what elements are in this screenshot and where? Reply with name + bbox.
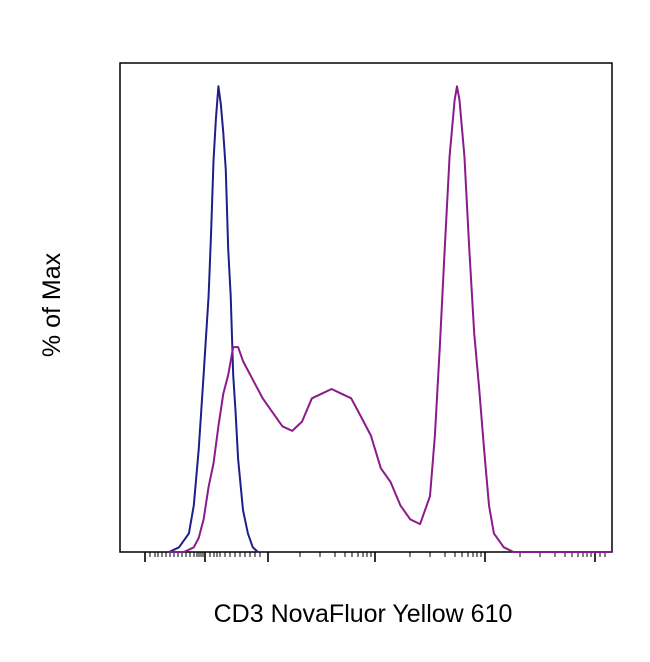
series-layer [168, 85, 612, 553]
y-axis-label: % of Max [38, 252, 66, 357]
histogram-series-1 [168, 85, 259, 553]
histogram-series-2 [169, 85, 612, 553]
plot-frame [119, 62, 613, 553]
x-axis-ticks [144, 552, 606, 562]
x-axis-label: CD3 NovaFluor Yellow 610 [214, 600, 513, 628]
